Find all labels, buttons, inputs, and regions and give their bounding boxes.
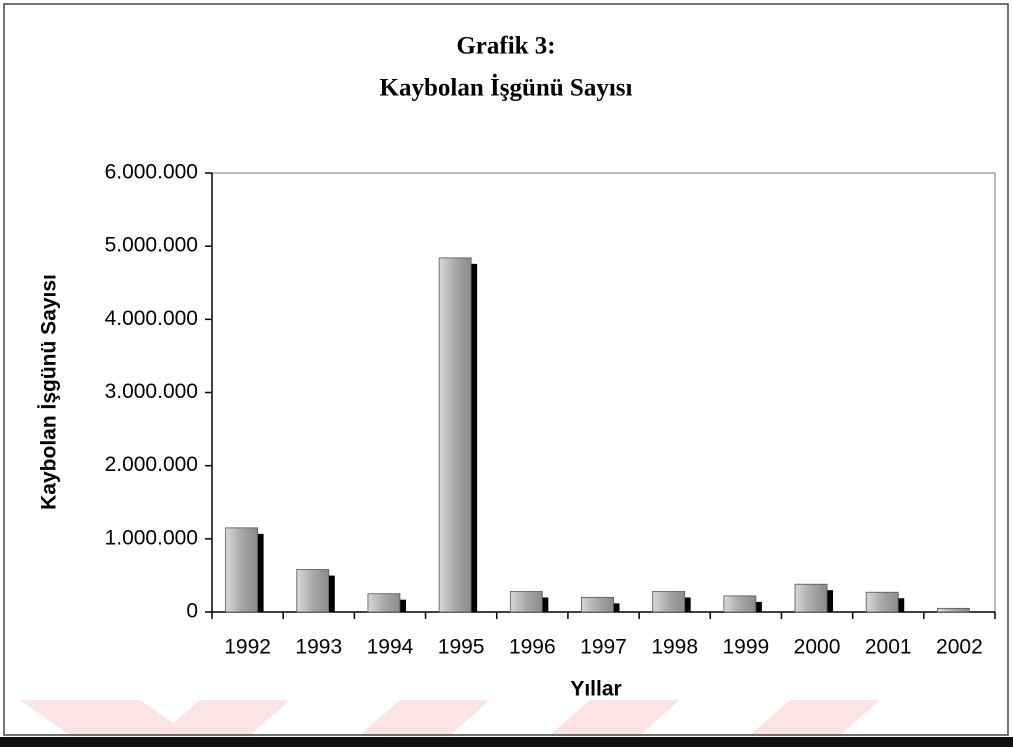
x-tick-label: 2002 [936,636,983,659]
bar [794,583,828,613]
x-tick-label: 1997 [580,636,627,659]
bar [723,595,757,613]
bar [367,593,401,613]
chart-title: Grafik 3: [456,33,555,60]
x-tick-label: 2000 [794,636,841,659]
x-tick-label: 2001 [865,636,912,659]
x-tick-label: 1992 [224,636,271,659]
y-tick-label: 5.000.000 [105,234,198,257]
bar [865,591,899,613]
bar [225,527,258,613]
y-tick-label: 2.000.000 [105,453,198,476]
y-tick-label: 6.000.000 [105,161,198,184]
bar [438,257,472,613]
bar [509,591,543,613]
y-tick-label: 4.000.000 [105,307,198,330]
y-tick-label: 3.000.000 [105,380,198,403]
x-tick-label: 1996 [509,636,556,659]
plot-area [211,172,996,613]
x-axis-label: Yıllar [570,678,621,701]
x-tick-label: 1994 [367,636,414,659]
bar [652,591,686,613]
y-axis-label: Kaybolan İşgünü Sayısı [38,274,61,510]
x-tick-label: 1993 [295,636,342,659]
chart-frame [3,3,1009,736]
y-tick-label: 0 [186,600,198,623]
y-tick-label: 1.000.000 [105,526,198,549]
decoration [20,700,880,735]
bar [296,569,330,613]
chart-subtitle: Kaybolan İşgünü Sayısı [380,74,633,102]
x-tick-label: 1995 [438,636,485,659]
bar [581,596,614,613]
bar [937,607,970,613]
x-tick-label: 1998 [651,636,698,659]
x-tick-label: 1999 [723,636,770,659]
bottom-edge [0,737,1013,747]
